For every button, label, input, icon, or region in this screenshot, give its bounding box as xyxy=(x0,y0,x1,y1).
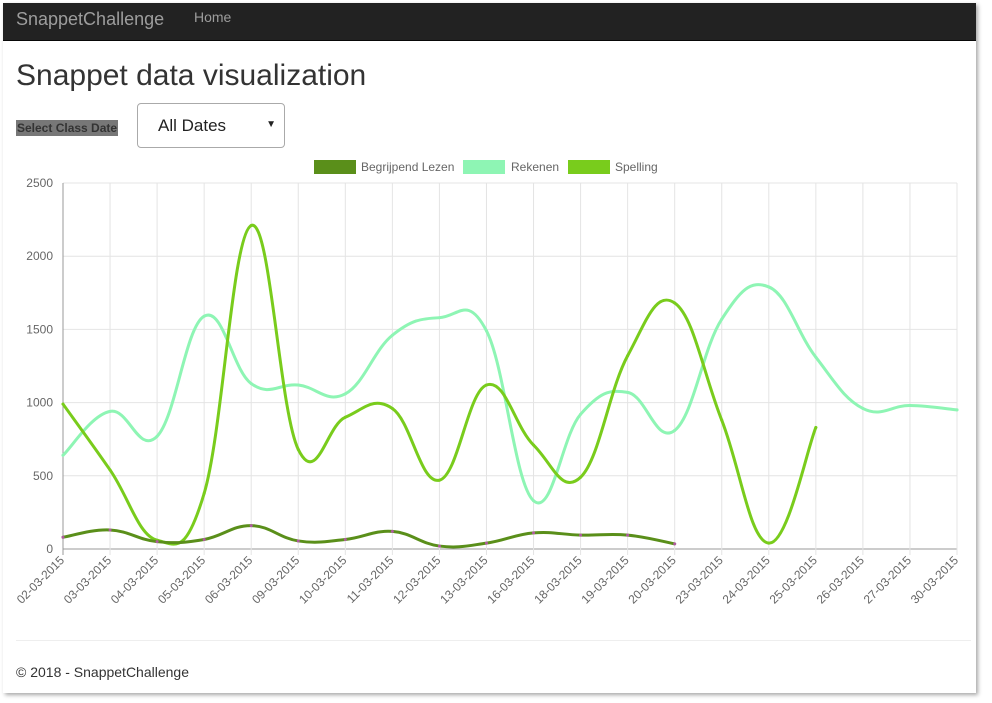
data-point xyxy=(437,316,441,320)
data-point xyxy=(155,434,159,438)
data-point xyxy=(343,415,347,419)
series-line xyxy=(61,524,677,549)
x-tick-label: 10-03-2015 xyxy=(296,553,350,607)
x-tick-label: 30-03-2015 xyxy=(908,553,961,607)
data-point xyxy=(673,301,677,305)
series-line xyxy=(61,283,959,505)
data-point xyxy=(532,443,536,447)
data-point xyxy=(343,392,347,396)
data-point xyxy=(390,333,394,337)
x-tick-label: 06-03-2015 xyxy=(202,553,256,607)
chevron-down-icon: ▼ xyxy=(266,119,276,130)
data-point xyxy=(61,402,65,406)
line-chart: 0 500 1000 1500 2000 2500 02-03-2015 03-03-2015… xyxy=(6,150,961,615)
y-tick-label: 2000 xyxy=(26,249,53,263)
legend-label: Spelling xyxy=(615,160,658,174)
data-point xyxy=(484,329,488,333)
data-point xyxy=(202,314,206,318)
data-point xyxy=(296,383,300,387)
navbar: SnappetChallenge Home xyxy=(3,3,976,41)
data-point xyxy=(61,453,65,457)
legend-label: Begrijpend Lezen xyxy=(361,160,454,174)
data-point xyxy=(814,355,818,359)
x-tick-label: 11-03-2015 xyxy=(344,553,397,606)
data-point xyxy=(767,285,771,289)
x-tick-label: 04-03-2015 xyxy=(108,553,162,607)
x-tick-label: 25-03-2015 xyxy=(767,553,821,607)
x-tick-label: 16-03-2015 xyxy=(484,553,538,607)
legend-swatch xyxy=(463,160,505,174)
y-tick-label: 0 xyxy=(46,542,53,556)
data-point xyxy=(861,406,865,410)
legend-swatch xyxy=(568,160,610,174)
x-tick-label: 27-03-2015 xyxy=(861,553,915,607)
data-point xyxy=(579,412,583,416)
legend-swatch xyxy=(314,160,356,174)
data-point xyxy=(249,223,253,227)
y-tick-label: 500 xyxy=(33,469,53,483)
x-tick-label: 24-03-2015 xyxy=(720,553,774,607)
data-point xyxy=(61,535,65,539)
x-tick-label: 09-03-2015 xyxy=(249,553,303,607)
footer-divider xyxy=(16,640,971,641)
data-point xyxy=(296,539,300,543)
x-tick-label: 13-03-2015 xyxy=(437,553,491,607)
data-point xyxy=(626,533,630,537)
data-point xyxy=(249,382,253,386)
data-point xyxy=(108,528,112,532)
data-point xyxy=(296,447,300,451)
x-tick-label: 18-03-2015 xyxy=(531,553,585,607)
x-tick-label: 19-03-2015 xyxy=(578,553,632,607)
data-point xyxy=(767,541,771,545)
x-tick-label: 20-03-2015 xyxy=(625,553,679,607)
data-point xyxy=(579,475,583,479)
app-window: SnappetChallenge Home Snappet data visua… xyxy=(3,3,976,693)
x-tick-label: 03-03-2015 xyxy=(61,553,115,607)
data-point xyxy=(484,383,488,387)
chart-svg: 0 500 1000 1500 2000 2500 02-03-201503-03-2015… xyxy=(14,160,961,607)
x-tick-label: 26-03-2015 xyxy=(814,553,868,607)
y-tick-label: 1000 xyxy=(26,396,53,410)
brand-link[interactable]: SnappetChallenge xyxy=(16,9,165,29)
data-point xyxy=(390,529,394,533)
data-point xyxy=(390,406,394,410)
data-point xyxy=(720,418,724,422)
data-point xyxy=(908,404,912,408)
data-point xyxy=(955,408,959,412)
data-point xyxy=(720,317,724,321)
y-tick-label: 1500 xyxy=(26,322,53,336)
nav-home-link[interactable]: Home xyxy=(194,9,232,25)
data-point xyxy=(343,537,347,541)
data-point xyxy=(673,542,677,546)
data-point xyxy=(202,537,206,541)
select-class-date-label: Select Class Date xyxy=(16,120,119,136)
date-select-value: All Dates xyxy=(158,116,227,135)
data-point xyxy=(532,499,536,503)
data-point xyxy=(108,409,112,413)
series-line xyxy=(61,223,818,546)
date-select[interactable]: All Dates ▼ xyxy=(137,103,285,148)
y-tick-label: 2500 xyxy=(26,176,53,190)
x-tick-label: 23-03-2015 xyxy=(673,553,727,607)
data-point xyxy=(673,428,677,432)
x-tick-label: 12-03-2015 xyxy=(390,553,444,607)
data-point xyxy=(626,390,630,394)
data-point xyxy=(437,544,441,548)
footer-copyright: © 2018 - SnappetChallenge xyxy=(16,664,189,680)
data-point xyxy=(155,540,159,544)
data-point xyxy=(202,491,206,495)
x-tick-label: 02-03-2015 xyxy=(14,553,68,607)
data-point xyxy=(249,524,253,528)
data-point xyxy=(437,478,441,482)
data-point xyxy=(579,533,583,537)
page-title: Snappet data visualization xyxy=(16,59,367,92)
data-point xyxy=(814,425,818,429)
data-point xyxy=(484,541,488,545)
data-point xyxy=(626,354,630,358)
x-tick-label: 05-03-2015 xyxy=(155,553,209,607)
legend-label: Rekenen xyxy=(511,160,559,174)
data-point xyxy=(108,468,112,472)
data-point xyxy=(532,531,536,535)
